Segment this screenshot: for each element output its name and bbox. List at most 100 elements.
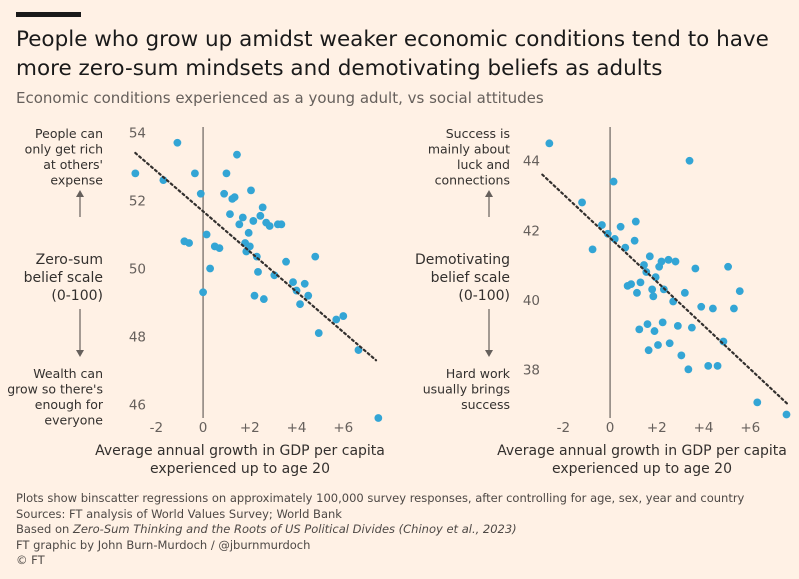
chart2-data-point <box>713 361 722 370</box>
chart1-data-point <box>206 264 215 273</box>
chart2-x-axis-label-line: experienced up to age 20 <box>552 461 732 477</box>
chart2-top-label-line: Success is <box>446 126 510 141</box>
chart1-top-label-line: People can <box>35 126 103 141</box>
chart2-data-point <box>724 262 732 271</box>
chart1-data-point <box>304 291 313 300</box>
chart1-up-arrow-icon <box>76 190 84 197</box>
chart1-data-point <box>245 242 254 251</box>
chart2-y-tick-label: 38 <box>523 362 540 378</box>
chart1-top-label-line: expense <box>50 173 103 188</box>
chart2-data-point <box>664 255 673 264</box>
chart2-data-point <box>735 287 744 295</box>
chart-subtitle: Economic conditions experienced as a you… <box>16 89 544 107</box>
chart1-x-tick-label: +2 <box>240 420 260 436</box>
chart1-y-tick-label: 46 <box>129 397 146 413</box>
chart1-trend-line <box>134 151 378 362</box>
chart2-y-tick-label: 40 <box>523 293 540 309</box>
footer-based-on: Based on Zero-Sum Thinking and the Roots… <box>16 522 786 538</box>
chart2-data-point <box>630 236 639 245</box>
chart2-data-point <box>687 323 696 332</box>
chart1-x-tick-label: +4 <box>287 420 307 436</box>
chart2-data-point <box>609 177 618 186</box>
chart2-data-point <box>610 235 619 243</box>
chart2-data-point <box>627 280 636 289</box>
chart2-data-point <box>684 365 693 374</box>
chart1-data-point <box>277 220 286 229</box>
chart2-data-point <box>730 304 738 313</box>
chart1-data-point <box>300 279 309 288</box>
chart2-data-point <box>673 321 682 330</box>
chart1-scale-label-line: Zero-sum <box>36 252 103 268</box>
chart2-top-label-line: connections <box>435 173 510 188</box>
chart1-top-label-line: at others' <box>43 157 103 172</box>
chart1-data-point <box>235 220 244 229</box>
chart2-data-point <box>616 222 625 231</box>
chart1-data-point <box>222 169 231 178</box>
chart1-y-tick-label: 52 <box>129 194 146 210</box>
chart1-data-point <box>215 244 224 253</box>
chart1-bottom-label-line: enough for <box>35 397 104 412</box>
chart1-x-axis-label-line: experienced up to age 20 <box>150 461 330 477</box>
chart2-data-point <box>598 221 606 229</box>
chart2-bottom-label-line: Hard work <box>446 366 511 381</box>
chart2-data-point <box>603 229 612 238</box>
chart1-data-point <box>265 222 274 230</box>
chart1-down-arrow-icon <box>76 350 84 357</box>
chart1-scale-label-line: belief scale <box>24 270 103 286</box>
chart1-data-point <box>230 193 239 202</box>
chart2-data-point <box>635 325 644 334</box>
chart1-data-point <box>259 295 268 303</box>
chart1-data-point <box>332 315 341 324</box>
chart2-bottom-label-line: success <box>461 397 510 412</box>
chart2-x-tick-label: +6 <box>740 420 760 436</box>
chart1-data-point <box>270 271 279 280</box>
chart1-data-point <box>199 288 207 297</box>
chart1-x-axis-label-line: Average annual growth in GDP per capita <box>95 443 385 459</box>
chart1-data-point <box>339 312 348 320</box>
chart1-top-label-line: only get rich <box>25 142 103 157</box>
chart1-bottom-label-line: everyone <box>44 413 103 428</box>
chart1-data-point <box>185 239 193 247</box>
chart1-x-tick-label: 0 <box>199 420 208 436</box>
chart1-data-point <box>233 150 241 159</box>
footer-based-on-prefix: Based on <box>16 522 70 536</box>
chart2-x-tick-label: -2 <box>557 420 570 436</box>
chart1-scale-label-line: (0-100) <box>51 288 103 304</box>
chart1-data-point <box>173 138 182 147</box>
chart2-data-point <box>753 398 762 407</box>
chart2-top-label-line: luck and <box>457 157 510 172</box>
footer-sources: Sources: FT analysis of World Values Sur… <box>16 506 342 521</box>
chart2-data-point <box>588 245 597 254</box>
chart2-data-point <box>648 285 657 294</box>
chart2-scale-label-line: Demotivating <box>415 252 510 268</box>
chart1-data-point <box>289 278 297 286</box>
chart2-data-point <box>691 264 700 273</box>
chart1-data-point <box>247 186 255 195</box>
chart2-x-tick-label: +4 <box>694 420 714 436</box>
chart2-top-label-line: mainly about <box>428 142 510 157</box>
chart2-data-point <box>545 139 554 148</box>
chart2-data-point <box>708 304 717 313</box>
chart2-data-point <box>645 252 654 261</box>
chart2-data-point <box>631 217 640 226</box>
chart2-data-point <box>671 257 680 266</box>
chart2-data-point <box>658 318 667 327</box>
chart2-data-point <box>685 156 694 165</box>
chart2-data-point <box>704 361 713 370</box>
footer: Plots show binscatter regressions on app… <box>16 491 786 569</box>
chart1-data-point <box>282 257 290 266</box>
chart1-data-point <box>238 213 247 222</box>
chart2-data-point <box>636 278 645 287</box>
chart-title: People who grow up amidst weaker economi… <box>16 27 769 81</box>
footer-paper-title: Zero-Sum Thinking and the Roots of US Po… <box>72 522 517 536</box>
chart2-data-point <box>633 288 641 297</box>
chart1-bottom-label-line: grow so there's <box>7 382 103 397</box>
chart1-data-point <box>258 203 267 212</box>
chart1-data-point <box>244 228 253 237</box>
chart2-scale-label-line: belief scale <box>431 270 510 286</box>
chart1-data-point <box>314 329 323 337</box>
chart1-y-tick-label: 50 <box>129 262 146 278</box>
chart1-data-point <box>131 169 140 178</box>
chart2-data-point <box>697 302 706 311</box>
chart2-data-point <box>578 198 586 207</box>
